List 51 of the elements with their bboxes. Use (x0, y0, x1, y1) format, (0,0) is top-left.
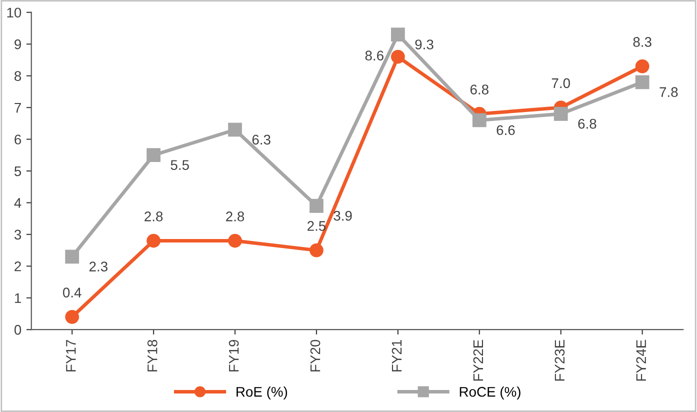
data-label: 8.3 (633, 37, 652, 47)
y-tick-label: 5 (14, 166, 22, 176)
x-tick-label: FY24E (636, 340, 646, 381)
x-tick-label: FY17 (66, 340, 76, 372)
x-tick-label: FY18 (147, 340, 158, 372)
y-tick-label: 0 (14, 324, 22, 335)
data-label: 8.6 (365, 50, 384, 60)
y-tick-label: 6 (14, 134, 22, 144)
data-label: 7.0 (552, 78, 570, 88)
legend-label: RoE (%) (236, 386, 288, 400)
point (635, 75, 650, 90)
y-tick-label: 8 (14, 71, 22, 81)
data-label: 7.8 (660, 87, 678, 97)
x-tick-label: FY21 (392, 340, 402, 372)
point (635, 59, 650, 74)
data-label: 2.8 (226, 212, 244, 222)
data-label: 5.5 (170, 160, 189, 170)
point (146, 148, 161, 162)
y-tick-label: 9 (14, 39, 21, 50)
y-tick-label: 4 (14, 198, 22, 208)
data-label: 2.8 (144, 212, 163, 222)
data-label: 6.6 (496, 125, 515, 136)
data-label: 3.9 (334, 210, 352, 221)
x-tick-label: FY23E (554, 340, 565, 381)
point (310, 198, 324, 213)
point (228, 234, 242, 248)
y-tick-label: 2 (14, 261, 21, 272)
legend-label: RoCE (%) (460, 386, 520, 400)
point (554, 106, 568, 121)
point (65, 250, 80, 264)
y-tick-label: 1 (14, 293, 21, 303)
point (310, 243, 324, 258)
y-tick-label: 10 (7, 8, 22, 18)
x-tick-label: FY22E (473, 340, 483, 381)
y-tick-label: 7 (14, 103, 21, 113)
y-tick-label: 3 (14, 230, 22, 240)
data-label: 0.4 (62, 288, 82, 298)
data-label: 2.3 (89, 262, 108, 272)
data-label: 6.3 (252, 134, 270, 145)
point (65, 310, 80, 324)
point (391, 50, 405, 64)
data-label: 2.5 (308, 221, 326, 231)
point (391, 28, 405, 42)
data-label: 6.8 (578, 118, 596, 129)
x-tick-label: FY20 (310, 340, 320, 372)
x-tick-label: FY19 (228, 340, 239, 372)
point (146, 234, 161, 248)
data-label: 9.3 (415, 40, 434, 50)
data-label: 6.8 (470, 84, 488, 94)
point (228, 122, 242, 137)
point (472, 113, 486, 128)
